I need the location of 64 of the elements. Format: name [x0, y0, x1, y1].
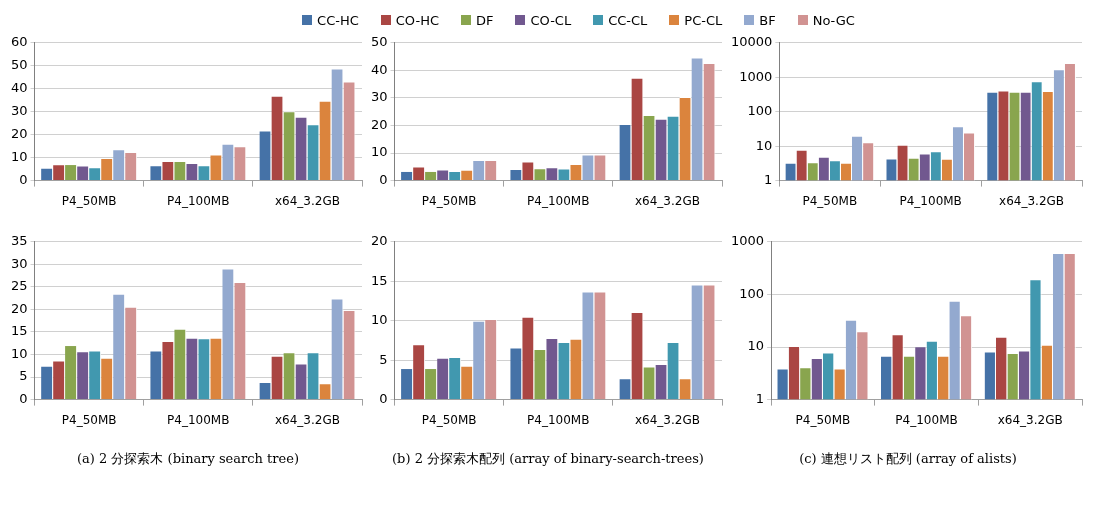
x-tick-label: P4_50MB	[61, 193, 117, 208]
x-tick-label: P4_100MB	[167, 193, 230, 208]
x-tick-label: x64_3.2GB	[999, 193, 1065, 208]
y-tick-label: 10	[371, 144, 388, 160]
y-tick-label: 10	[371, 312, 388, 328]
y-tick-label: 0	[19, 390, 28, 406]
legend-label: CC-HC	[317, 12, 359, 28]
x-tick-label: P4_100MB	[527, 412, 590, 427]
y-tick-label: 10	[11, 149, 28, 165]
y-tick-label: 20	[371, 116, 388, 132]
x-tick-label: P4_50MB	[421, 412, 477, 427]
legend-label: BF	[759, 12, 776, 28]
y-tick-label: 10	[747, 338, 765, 354]
y-tick-label: 1000	[730, 233, 765, 249]
x-tick-label: P4_100MB	[895, 412, 958, 427]
y-tick-label: 60	[11, 34, 28, 50]
x-tick-label: x64_3.2GB	[274, 412, 340, 427]
y-tick-label: 0	[379, 390, 388, 406]
x-tick-label: P4_100MB	[527, 193, 590, 208]
y-tick-label: 100	[747, 103, 773, 119]
x-tick-label: P4_50MB	[421, 193, 477, 208]
legend-label: DF	[475, 12, 494, 28]
y-tick-label: 15	[11, 323, 28, 339]
legend-label: CO-CL	[530, 12, 572, 28]
y-tick-label: 1	[755, 390, 765, 406]
y-tick-label: 30	[11, 255, 28, 271]
y-tick-label: 30	[371, 89, 388, 105]
y-tick-label: 30	[11, 103, 28, 119]
x-tick-label: x64_3.2GB	[634, 412, 700, 427]
x-tick-label: P4_50MB	[802, 193, 858, 208]
y-tick-label: 40	[11, 80, 28, 96]
text: (c) 連想リスト配列 (array of alists)	[798, 450, 1018, 468]
y-tick-label: 40	[371, 61, 388, 77]
y-tick-label: 1	[764, 171, 773, 187]
legend-label: PC-CL	[684, 12, 723, 28]
y-tick-label: 5	[379, 351, 388, 367]
x-tick-label: P4_100MB	[167, 412, 230, 427]
y-tick-label: 10	[11, 345, 28, 361]
legend-label: No-GC	[812, 12, 855, 28]
legend-label: CO-HC	[395, 12, 439, 28]
x-tick-label: P4_50MB	[795, 412, 851, 427]
y-tick-label: 10000	[731, 34, 773, 50]
x-tick-label: P4_50MB	[61, 412, 117, 427]
y-tick-label: 0	[19, 171, 28, 187]
x-tick-label: x64_3.2GB	[997, 412, 1063, 427]
y-tick-label: 0	[379, 171, 388, 187]
y-tick-label: 25	[11, 278, 28, 294]
y-tick-label: 50	[11, 57, 28, 73]
y-tick-label: 20	[11, 126, 28, 142]
text: (b) 2 分探索木配列 (array of binary-search-trees)	[391, 450, 705, 468]
y-tick-label: 20	[11, 300, 28, 316]
y-tick-label: 15	[371, 272, 388, 288]
y-tick-label: 50	[371, 34, 388, 50]
x-tick-label: P4_100MB	[899, 193, 962, 208]
x-tick-label: x64_3.2GB	[634, 193, 700, 208]
text: (a) 2 分探索木 (binary search tree)	[76, 450, 300, 468]
y-tick-label: 20	[371, 233, 388, 249]
y-tick-label: 100	[739, 285, 765, 301]
y-tick-label: 10	[755, 137, 773, 153]
y-tick-label: 35	[11, 233, 28, 249]
x-tick-label: x64_3.2GB	[274, 193, 340, 208]
legend-label: CC-CL	[608, 12, 648, 28]
y-tick-label: 1000	[739, 68, 773, 84]
y-tick-label: 5	[19, 368, 28, 384]
